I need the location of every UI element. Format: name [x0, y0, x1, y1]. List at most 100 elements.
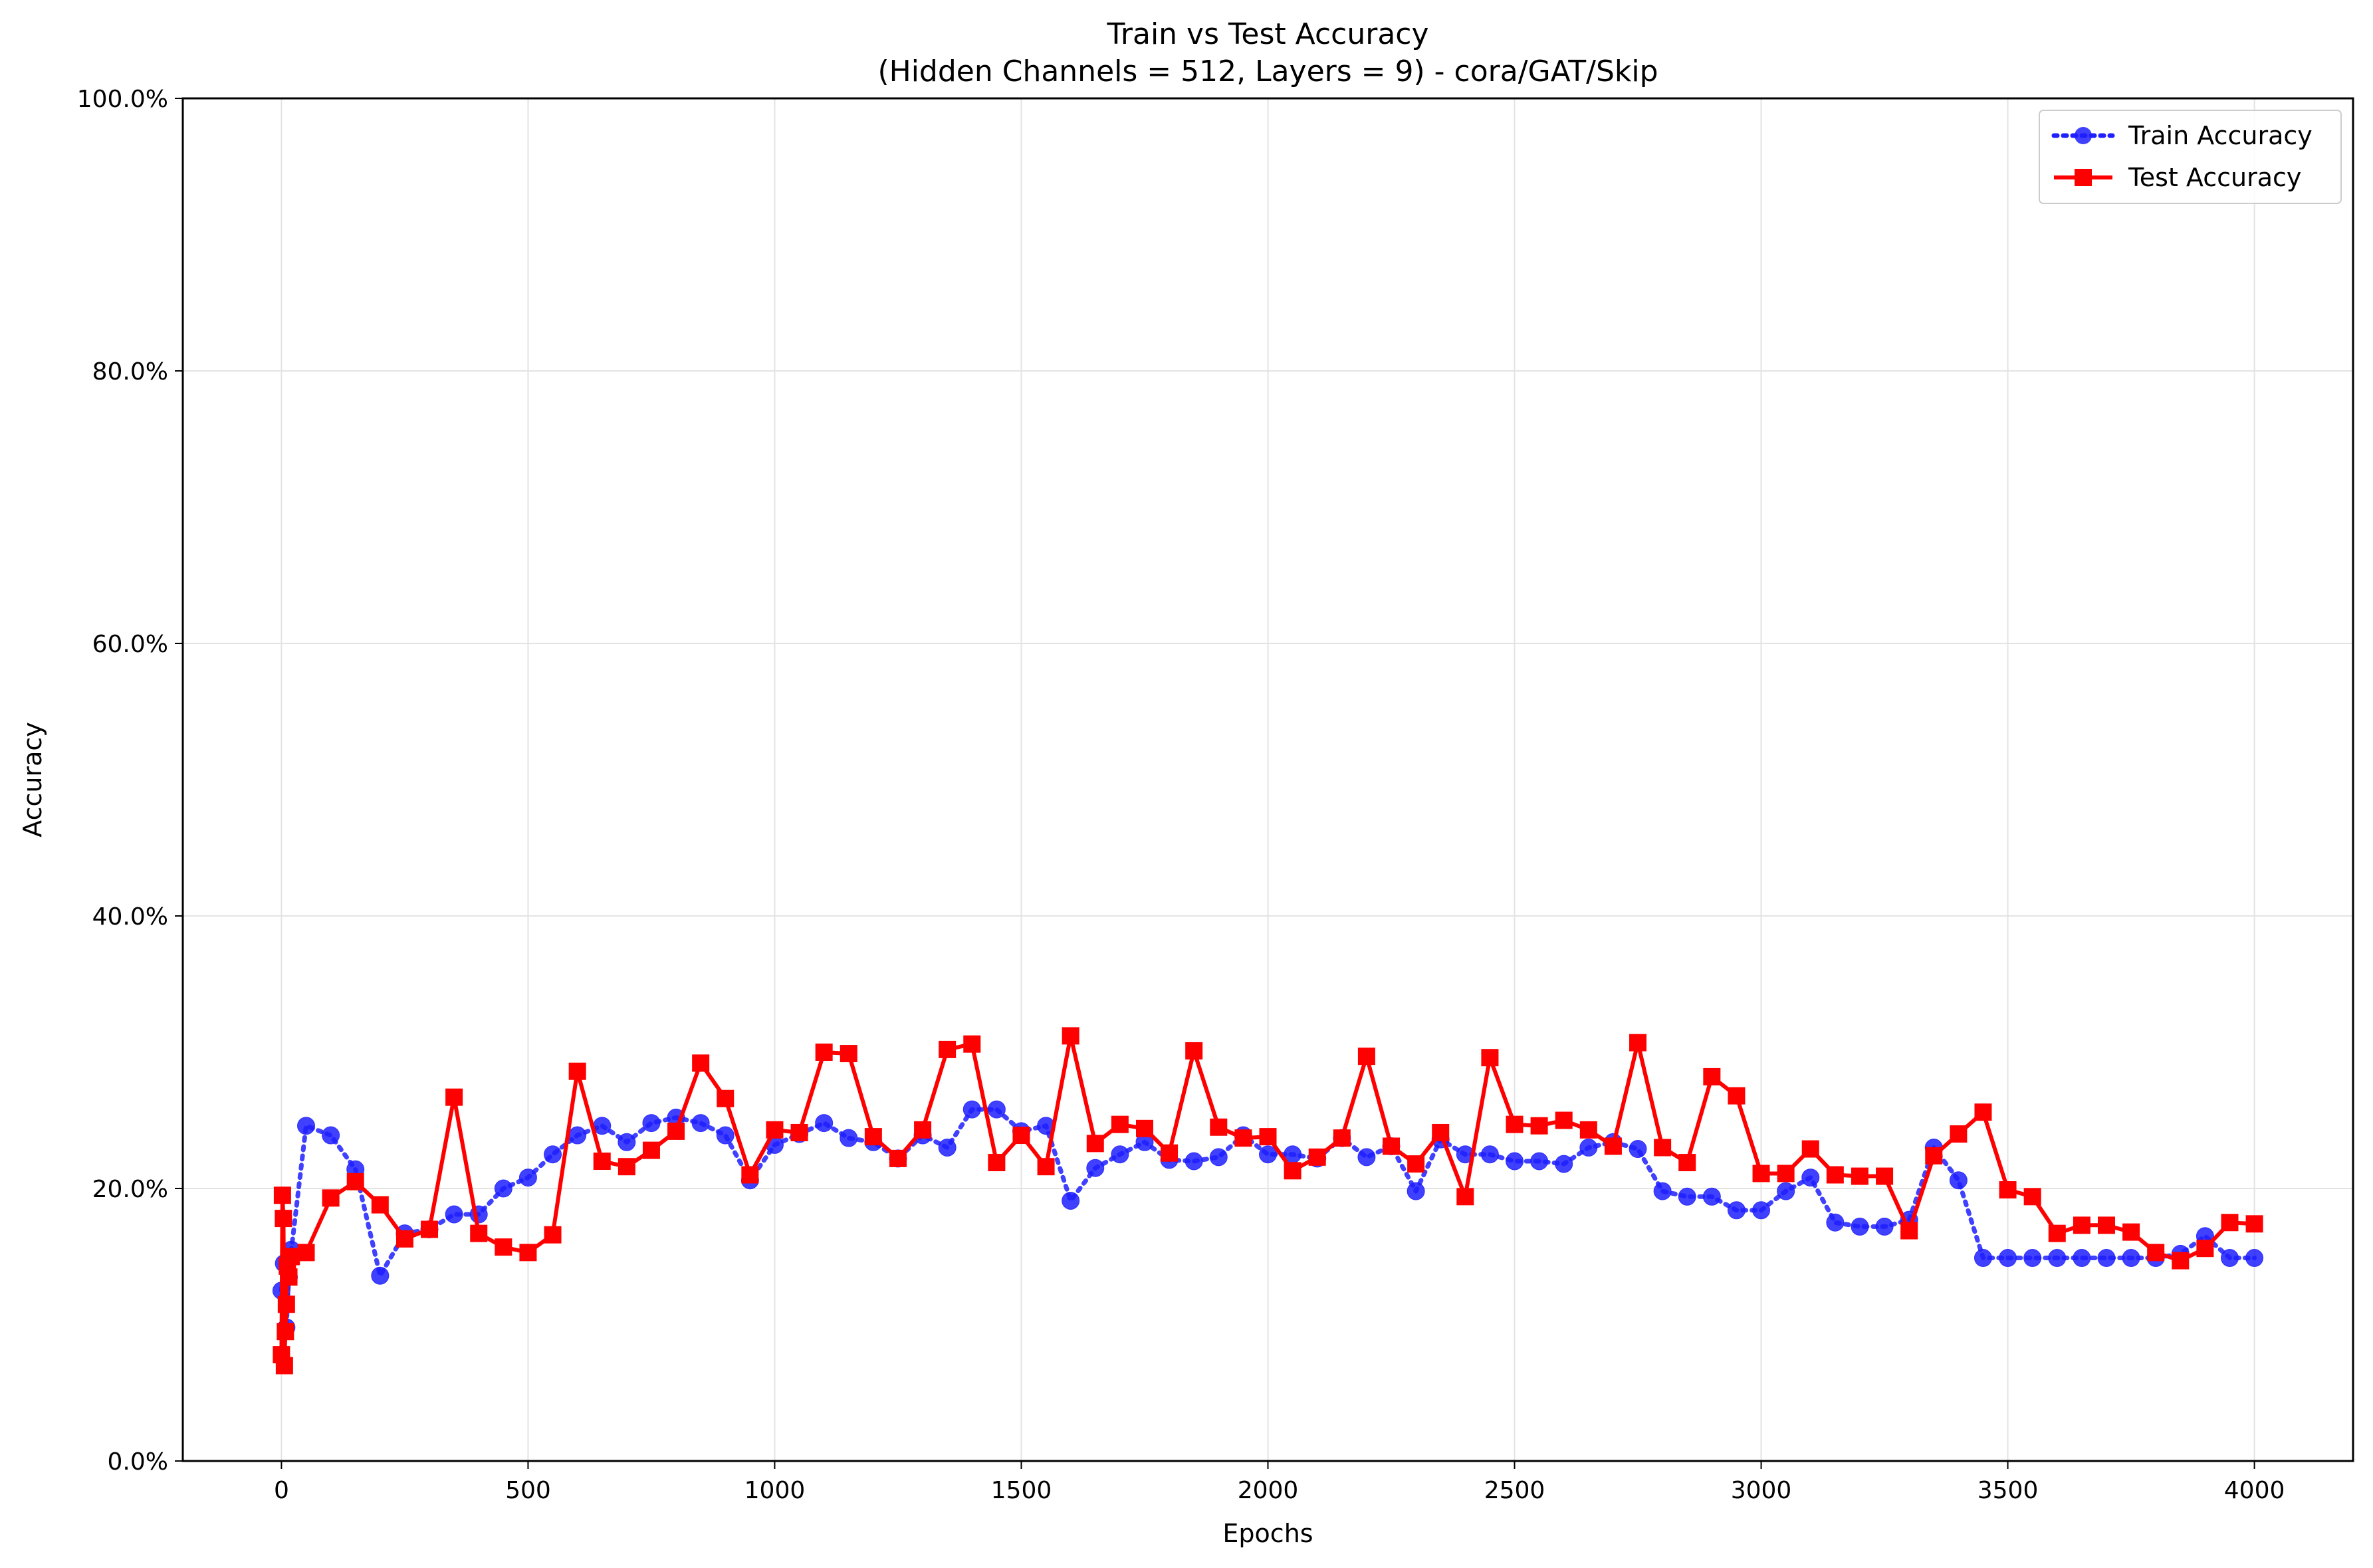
- test-point: [1604, 1137, 1622, 1155]
- test-point: [346, 1173, 364, 1190]
- test-point: [2073, 1216, 2090, 1234]
- test-point: [1284, 1162, 1301, 1180]
- test-point: [2196, 1240, 2214, 1258]
- train-point: [1086, 1159, 1105, 1177]
- test-point: [1678, 1154, 1696, 1172]
- grid-lines: [183, 98, 2353, 1462]
- test-point: [277, 1295, 295, 1313]
- legend-item: Test Accuracy: [2054, 163, 2301, 192]
- test-point: [1161, 1144, 1179, 1162]
- train-point: [1702, 1187, 1721, 1206]
- test-point: [1185, 1042, 1203, 1060]
- test-point: [280, 1268, 298, 1286]
- series-layer: [272, 1027, 2264, 1375]
- test-point: [470, 1224, 488, 1242]
- y-tick-label: 60.0%: [92, 631, 168, 658]
- test-point: [1012, 1127, 1030, 1145]
- test-point: [568, 1062, 586, 1080]
- train-point: [1555, 1155, 1573, 1173]
- test-point: [667, 1122, 685, 1140]
- train-point: [2097, 1249, 2116, 1268]
- test-point: [1234, 1129, 1252, 1147]
- test-point: [1999, 1181, 2017, 1199]
- test-point: [1703, 1067, 1721, 1085]
- test-point: [2245, 1215, 2263, 1233]
- test-point: [1407, 1155, 1425, 1173]
- train-point: [1974, 1249, 1992, 1268]
- test-point: [1308, 1148, 1326, 1166]
- test-point: [1629, 1034, 1647, 1052]
- test-point: [421, 1220, 439, 1238]
- test-point: [519, 1244, 537, 1262]
- y-tick-label: 100.0%: [77, 86, 168, 113]
- x-tick-label: 1500: [991, 1477, 1052, 1504]
- test-point: [741, 1166, 759, 1184]
- test-point: [593, 1153, 611, 1170]
- test-point: [544, 1226, 562, 1244]
- test-point: [1357, 1048, 1375, 1065]
- test-point: [445, 1088, 463, 1106]
- test-point: [840, 1045, 857, 1063]
- y-tick-label: 80.0%: [92, 358, 168, 386]
- test-point: [618, 1158, 635, 1176]
- test-point: [2023, 1188, 2041, 1206]
- test-point: [939, 1040, 957, 1058]
- test-point: [1111, 1115, 1129, 1133]
- series-test: [273, 1027, 2263, 1375]
- train-point: [494, 1179, 512, 1198]
- y-tick-label: 40.0%: [92, 903, 168, 931]
- test-point: [1259, 1128, 1277, 1146]
- train-point: [2073, 1249, 2091, 1268]
- test-point: [2221, 1214, 2239, 1232]
- x-tick-label: 1000: [744, 1477, 806, 1504]
- test-point: [963, 1035, 981, 1053]
- train-point: [371, 1266, 390, 1285]
- test-point: [815, 1044, 833, 1061]
- test-point: [371, 1196, 389, 1214]
- train-point: [322, 1126, 340, 1145]
- test-point: [1432, 1123, 1450, 1141]
- legend-box: [2039, 110, 2342, 204]
- train-point: [518, 1169, 537, 1187]
- test-point: [282, 1248, 300, 1266]
- test-point: [273, 1186, 291, 1204]
- train-point: [1826, 1213, 1845, 1232]
- test-point: [1851, 1167, 1868, 1185]
- train-point: [716, 1126, 734, 1145]
- train-point: [1579, 1139, 1598, 1157]
- train-point: [1506, 1152, 1524, 1171]
- test-point: [495, 1238, 512, 1256]
- test-point: [2122, 1223, 2140, 1241]
- train-point: [1678, 1187, 1696, 1206]
- train-point: [1875, 1217, 1894, 1236]
- test-point: [2172, 1252, 2190, 1270]
- train-point: [1949, 1171, 1968, 1190]
- test-point: [1974, 1103, 1992, 1121]
- train-point: [1407, 1182, 1425, 1200]
- test-point: [864, 1128, 882, 1146]
- train-point: [1062, 1191, 1080, 1210]
- train-point: [2122, 1249, 2140, 1268]
- x-tick-label: 0: [274, 1477, 289, 1504]
- train-point: [618, 1133, 636, 1151]
- test-point: [889, 1149, 907, 1167]
- legend-item: Train Accuracy: [2051, 121, 2313, 150]
- train-point: [987, 1100, 1006, 1119]
- train-point: [938, 1139, 957, 1157]
- test-point: [1555, 1111, 1573, 1129]
- train-point: [445, 1205, 463, 1224]
- train-point: [1259, 1145, 1277, 1164]
- test-point: [1654, 1139, 1672, 1157]
- train-point: [1653, 1182, 1672, 1200]
- test-point: [790, 1123, 808, 1141]
- x-tick-label: 3000: [1731, 1477, 1792, 1504]
- train-point: [1185, 1152, 1203, 1171]
- test-point: [1925, 1147, 1943, 1165]
- train-point: [1480, 1145, 1499, 1164]
- legend-marker: [2075, 169, 2092, 186]
- train-point: [544, 1145, 562, 1164]
- test-point: [1530, 1117, 1548, 1135]
- train-point: [2245, 1249, 2264, 1268]
- test-point: [1826, 1166, 1844, 1184]
